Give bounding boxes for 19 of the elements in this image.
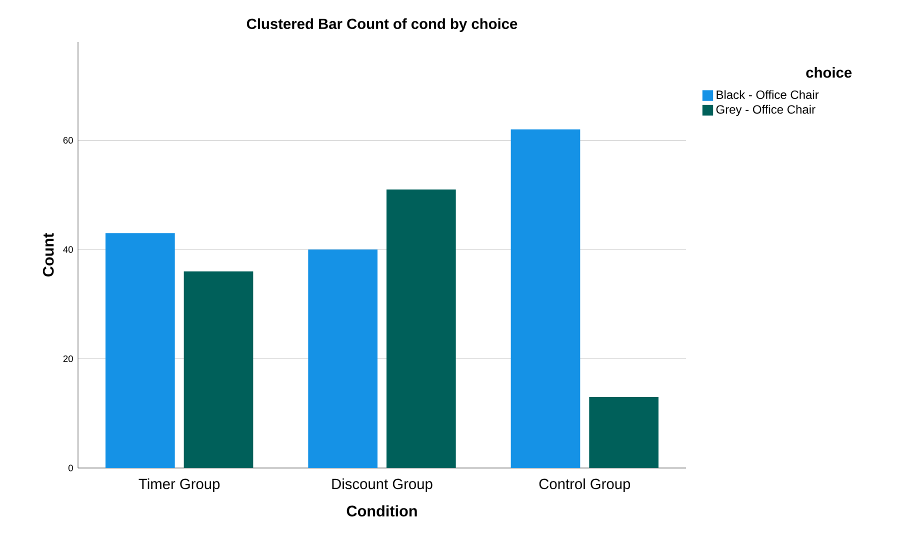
bar (510, 129, 580, 468)
bar (308, 250, 378, 468)
x-tick-label: Discount Group (332, 478, 432, 492)
legend-label: Grey - Office Chair (716, 104, 816, 116)
bar (184, 271, 254, 468)
legend-title: choice (806, 66, 852, 78)
y-axis-title: Count (42, 233, 54, 277)
y-tick-label: 0 (68, 464, 73, 472)
bar (386, 189, 456, 468)
legend-label: Black - Office Chair (716, 90, 819, 100)
x-tick-label: Control Group (539, 478, 630, 492)
chart-title: Clustered Bar Count of cond by choice (246, 18, 518, 32)
bar (106, 233, 175, 468)
y-tick-label: 40 (63, 246, 73, 253)
y-tick-label: 20 (63, 355, 73, 362)
x-tick-label: Timer Group (138, 478, 220, 492)
x-axis-title: Condition (346, 505, 417, 516)
y-tick-label: 60 (63, 137, 73, 144)
bar (589, 396, 658, 468)
